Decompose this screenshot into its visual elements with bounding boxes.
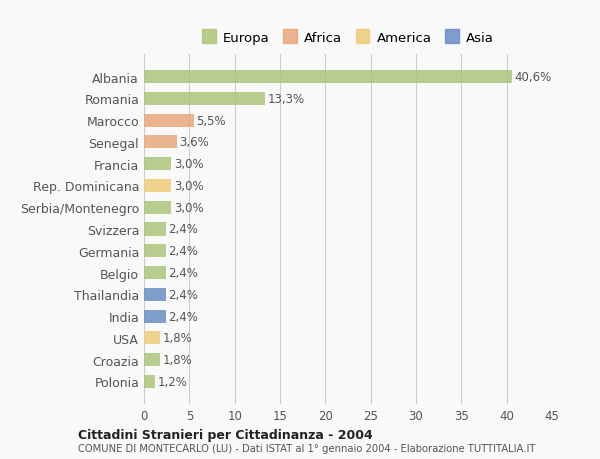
- Bar: [144, 223, 166, 236]
- Bar: [144, 310, 166, 323]
- Text: 3,0%: 3,0%: [174, 179, 203, 192]
- Text: COMUNE DI MONTECARLO (LU) - Dati ISTAT al 1° gennaio 2004 - Elaborazione TUTTITA: COMUNE DI MONTECARLO (LU) - Dati ISTAT a…: [78, 443, 535, 453]
- Bar: [144, 331, 160, 345]
- Bar: [144, 93, 265, 106]
- Text: 2,4%: 2,4%: [169, 223, 199, 236]
- Text: 3,6%: 3,6%: [179, 136, 209, 149]
- Text: 40,6%: 40,6%: [515, 71, 552, 84]
- Text: 3,0%: 3,0%: [174, 202, 203, 214]
- Text: 1,8%: 1,8%: [163, 353, 193, 366]
- Bar: [144, 179, 171, 193]
- Text: 2,4%: 2,4%: [169, 310, 199, 323]
- Text: 1,8%: 1,8%: [163, 331, 193, 345]
- Bar: [144, 288, 166, 301]
- Bar: [144, 158, 171, 171]
- Text: Cittadini Stranieri per Cittadinanza - 2004: Cittadini Stranieri per Cittadinanza - 2…: [78, 428, 373, 442]
- Text: 13,3%: 13,3%: [268, 93, 304, 106]
- Text: 2,4%: 2,4%: [169, 288, 199, 301]
- Bar: [144, 266, 166, 280]
- Bar: [144, 114, 194, 128]
- Text: 3,0%: 3,0%: [174, 158, 203, 171]
- Text: 2,4%: 2,4%: [169, 267, 199, 280]
- Legend: Europa, Africa, America, Asia: Europa, Africa, America, Asia: [198, 27, 498, 49]
- Bar: [144, 71, 512, 84]
- Text: 5,5%: 5,5%: [197, 114, 226, 128]
- Bar: [144, 201, 171, 214]
- Bar: [144, 375, 155, 388]
- Bar: [144, 245, 166, 258]
- Bar: [144, 136, 176, 149]
- Text: 1,2%: 1,2%: [158, 375, 187, 388]
- Bar: [144, 353, 160, 366]
- Text: 2,4%: 2,4%: [169, 245, 199, 257]
